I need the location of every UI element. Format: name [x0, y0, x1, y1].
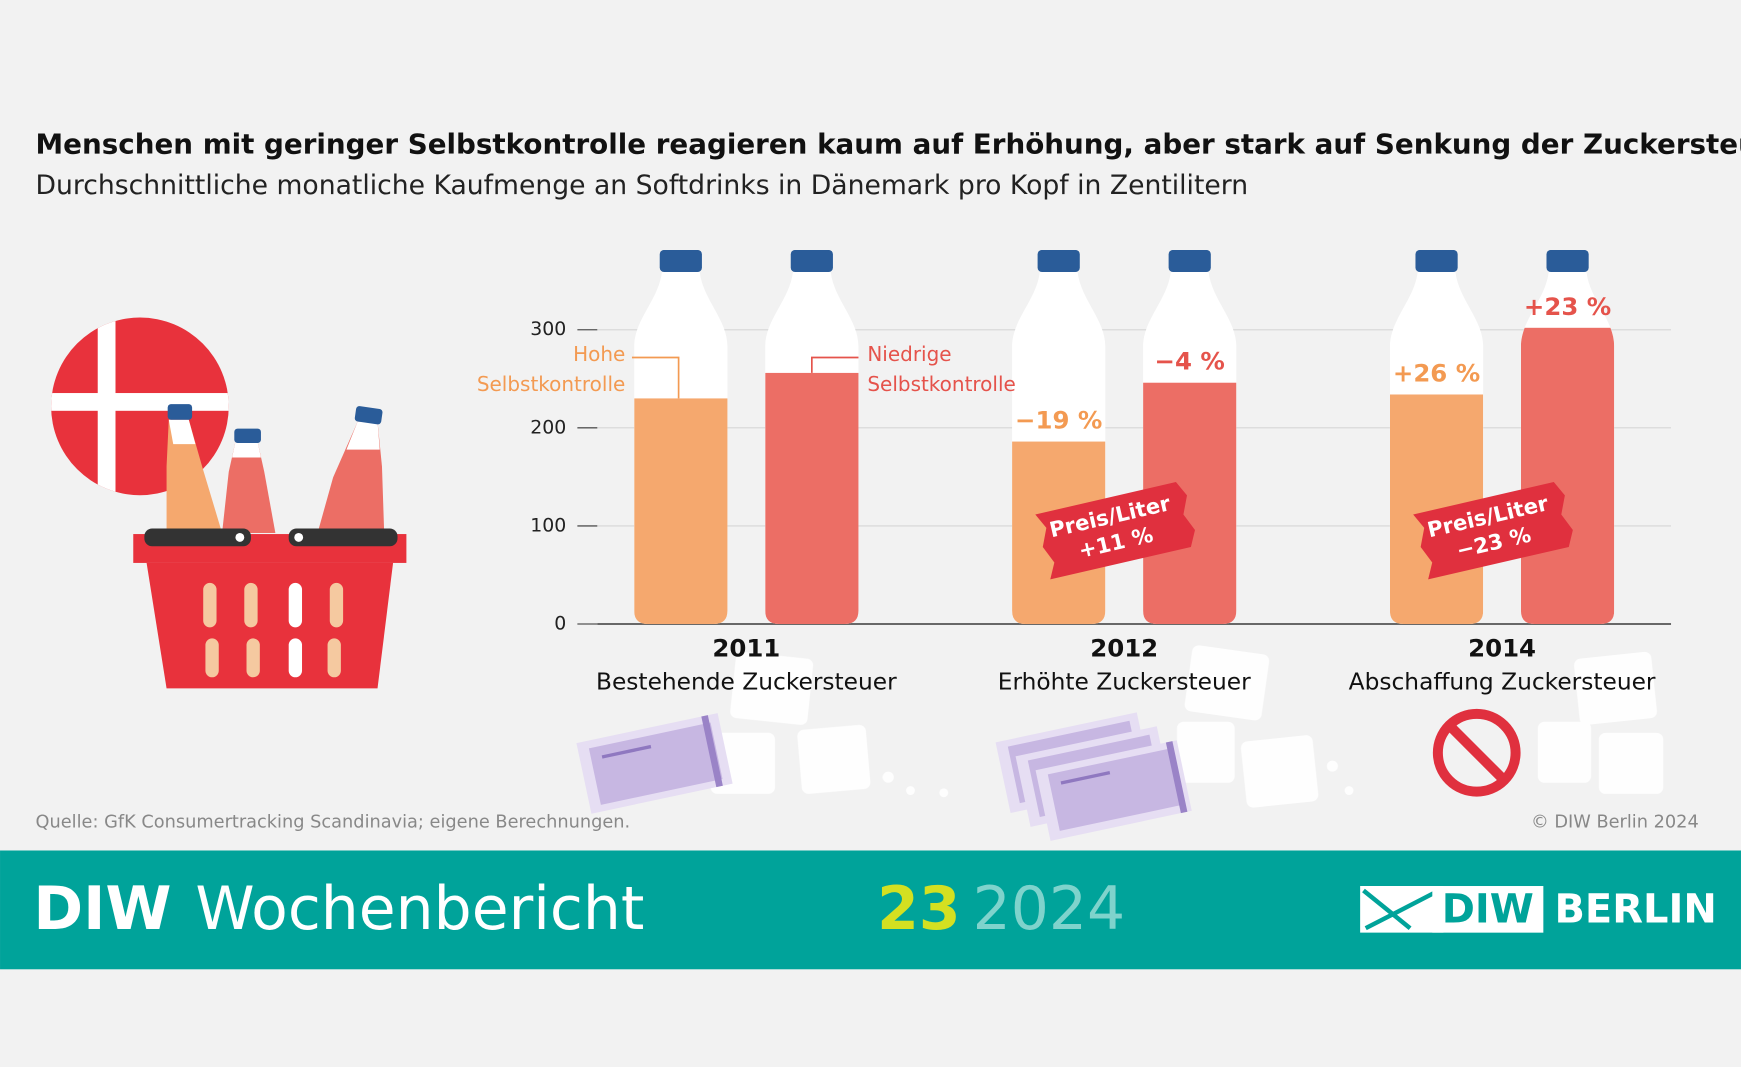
bar [634, 398, 728, 624]
footer-publication: Wochenbericht [195, 874, 644, 944]
bottle-cap [1168, 249, 1211, 273]
x-tick-sublabel: Abschaffung Zuckersteuer [1349, 668, 1656, 695]
change-label: −19 % [1015, 406, 1102, 435]
footer-year: 2024 [973, 874, 1126, 944]
copyright: © DIW Berlin 2024 [1531, 813, 1699, 833]
legend-label: Hohe Selbstkontrolle [476, 343, 626, 397]
price-tag: Preis/Liter−23 % [1413, 482, 1573, 580]
bottle-cap [1546, 249, 1589, 273]
x-tick-sublabel: Erhöhte Zuckersteuer [998, 668, 1251, 695]
footer: DIW Wochenbericht 23 2024 DIW BERLIN [0, 850, 1741, 970]
footer-issue: 23 [877, 874, 960, 944]
source: Quelle: GfK Consumertracking Scandinavia… [36, 813, 631, 833]
x-tick-label: 2014 [1468, 634, 1536, 663]
y-tick-label: 0 [554, 612, 566, 634]
bottle-cap [1415, 249, 1458, 273]
price-tag-shape [1413, 482, 1573, 580]
logo-lines [1362, 888, 1440, 931]
y-tick-label: 100 [530, 514, 566, 536]
footer-brand: DIW [33, 874, 171, 944]
price-tag-shape [1035, 482, 1195, 580]
chart-subtitle: Durchschnittliche monatliche Kaufmenge a… [36, 170, 1249, 201]
x-tick-sublabel: Bestehende Zuckersteuer [596, 668, 897, 695]
y-tick-label: 200 [530, 416, 566, 438]
legend-label-box: Hohe Selbstkontrolle [476, 343, 626, 397]
y-tick-label: 300 [530, 318, 566, 340]
money-illustration [576, 708, 1521, 841]
logo-box [1432, 886, 1544, 933]
logo-right: BERLIN [1554, 887, 1716, 933]
bottle-cap [790, 249, 833, 273]
change-label: −4 % [1155, 347, 1225, 376]
bar [765, 372, 859, 624]
change-label: +23 % [1524, 292, 1611, 321]
x-tick-label: 2011 [712, 634, 780, 663]
bottle-cap [659, 249, 702, 273]
legend-connector [631, 356, 680, 399]
sugar-illustration [710, 645, 1664, 808]
legend-connector [811, 356, 859, 373]
x-tick-label: 2012 [1090, 634, 1158, 663]
bottle-cap [1037, 249, 1080, 273]
legend-label-box: Niedrige Selbstkontrolle [867, 343, 1016, 397]
legend-label: Niedrige Selbstkontrolle [867, 343, 1016, 397]
change-label: +26 % [1393, 359, 1480, 388]
bar [1520, 327, 1615, 624]
chart-title: Menschen mit geringer Selbstkontrolle re… [36, 127, 1741, 160]
logo-left: DIW [1442, 887, 1534, 933]
basket-illustration [51, 317, 407, 689]
